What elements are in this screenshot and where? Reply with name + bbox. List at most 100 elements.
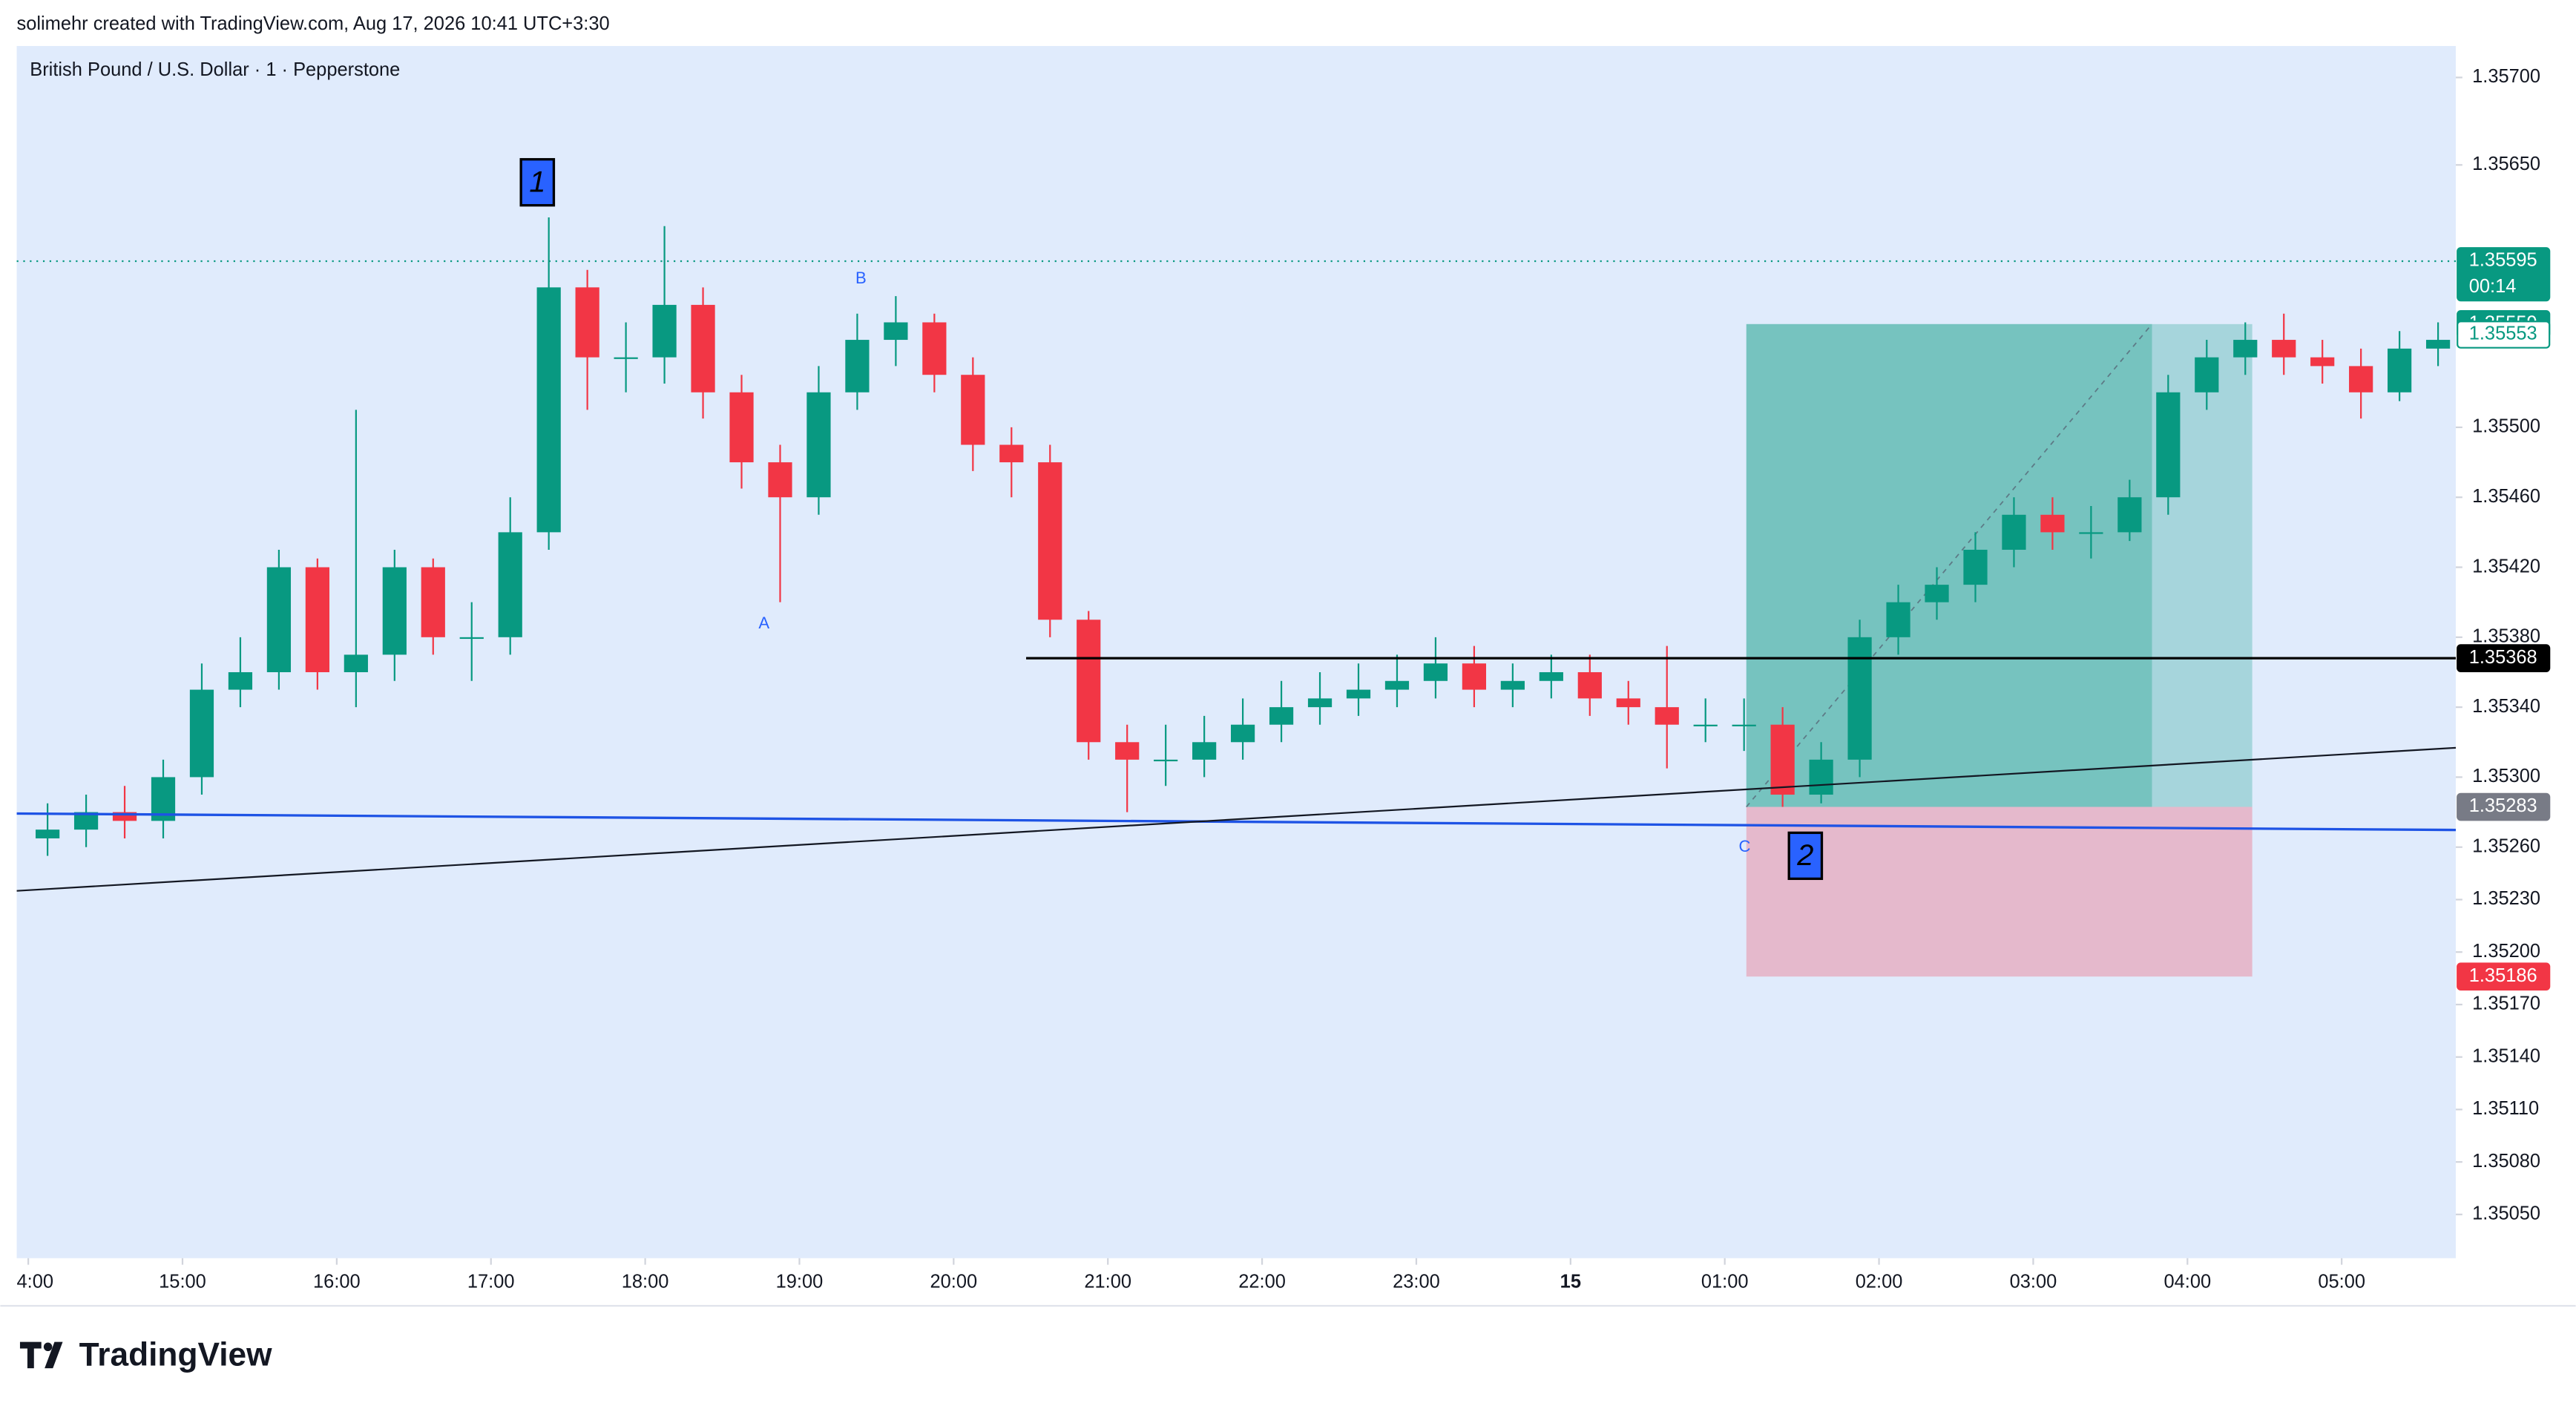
position-path bbox=[1746, 323, 2153, 808]
x-tick-label: 15:00 bbox=[159, 1272, 206, 1292]
candle-body bbox=[1770, 724, 1795, 795]
candle-body bbox=[1154, 759, 1178, 762]
candle-body bbox=[2156, 392, 2181, 498]
y-tick-label: 1.35420 bbox=[2472, 556, 2540, 576]
price-label: 1.35595 bbox=[2469, 250, 2537, 271]
wave-label: 1 bbox=[529, 165, 545, 198]
y-tick-label: 1.35460 bbox=[2472, 486, 2540, 507]
candle-body bbox=[112, 812, 137, 821]
candle-body bbox=[459, 637, 484, 640]
candle-body bbox=[498, 532, 522, 637]
wave-label: B bbox=[855, 269, 867, 287]
x-tick-label: 16:00 bbox=[313, 1272, 361, 1292]
candle-body bbox=[806, 392, 831, 498]
candle-body bbox=[2310, 357, 2335, 367]
price-label: 1.35553 bbox=[2469, 323, 2537, 344]
candle-body bbox=[421, 567, 445, 637]
candle-body bbox=[1925, 585, 1949, 602]
price-label: 1.35368 bbox=[2469, 647, 2537, 668]
x-tick-label: 02:00 bbox=[1856, 1272, 1903, 1292]
candle-body bbox=[691, 304, 715, 392]
x-tick-label: 18:00 bbox=[622, 1272, 669, 1292]
candle-body bbox=[266, 567, 292, 672]
plot-area bbox=[16, 217, 2457, 977]
candle-body bbox=[575, 287, 599, 358]
y-tick-label: 1.35230 bbox=[2472, 888, 2540, 909]
y-tick-label: 1.35050 bbox=[2472, 1203, 2540, 1224]
candle-body bbox=[35, 830, 60, 838]
y-tick-label: 1.35260 bbox=[2472, 835, 2540, 856]
candle-body bbox=[2425, 340, 2451, 349]
candle-body bbox=[1616, 698, 1640, 708]
candle-body bbox=[2388, 348, 2412, 392]
candle-body bbox=[382, 567, 407, 655]
candle-body bbox=[1732, 724, 1756, 726]
candle-body bbox=[1384, 680, 1410, 690]
price-label-box bbox=[2457, 962, 2551, 991]
wave-label: 2 bbox=[1796, 839, 1813, 872]
y-tick-label: 1.35380 bbox=[2472, 626, 2540, 647]
candle-body bbox=[1847, 637, 1872, 760]
y-tick-label: 1.35080 bbox=[2472, 1151, 2540, 1172]
candle-body bbox=[2002, 514, 2026, 550]
x-tick-label: 04:00 bbox=[2163, 1272, 2211, 1292]
candle-body bbox=[189, 689, 214, 778]
y-tick-label: 1.35700 bbox=[2472, 66, 2540, 87]
y-tick-label: 1.35200 bbox=[2472, 941, 2540, 962]
candle-body bbox=[228, 671, 253, 690]
wave-label: A bbox=[758, 614, 769, 632]
candle-body bbox=[1963, 549, 1988, 585]
y-tick-label: 1.35650 bbox=[2472, 154, 2540, 174]
y-tick-label: 1.35110 bbox=[2472, 1098, 2539, 1119]
x-tick-label: 05:00 bbox=[2318, 1272, 2365, 1292]
logo: TradingView bbox=[19, 1336, 272, 1373]
candle-body bbox=[2117, 497, 2142, 533]
candle-body bbox=[2195, 357, 2219, 392]
countdown: 00:14 bbox=[2469, 276, 2517, 297]
candle-body bbox=[1809, 759, 1833, 795]
price-label-box bbox=[2457, 321, 2551, 349]
candle-body bbox=[2040, 514, 2065, 533]
x-tick-label: 03:00 bbox=[2010, 1272, 2057, 1292]
candle-body bbox=[2233, 340, 2258, 358]
chart-title: British Pound / U.S. Dollar · 1 · Pepper… bbox=[30, 59, 400, 80]
price-label-box bbox=[2457, 792, 2551, 821]
candle-body bbox=[922, 322, 947, 375]
candle-body bbox=[2349, 366, 2373, 392]
candle-body bbox=[1077, 620, 1101, 743]
y-tick-label: 1.35300 bbox=[2472, 766, 2540, 786]
candle-body bbox=[1346, 689, 1371, 699]
candle-body bbox=[73, 812, 99, 830]
x-tick-label: 19:00 bbox=[776, 1272, 824, 1292]
x-tick-label: 01:00 bbox=[1701, 1272, 1749, 1292]
candle-body bbox=[1886, 602, 1910, 637]
credit: solimehr created with TradingView.com, A… bbox=[17, 13, 610, 34]
candle-body bbox=[729, 392, 754, 463]
candle-body bbox=[2079, 532, 2103, 534]
y-tick-label: 1.35500 bbox=[2472, 416, 2540, 437]
x-tick-label: 21:00 bbox=[1084, 1272, 1131, 1292]
candle-body bbox=[884, 322, 908, 341]
candle-body bbox=[1539, 671, 1563, 681]
candle-body bbox=[1192, 742, 1217, 760]
candle-body bbox=[961, 375, 985, 445]
candle-body bbox=[1269, 707, 1294, 725]
y-tick-label: 1.35340 bbox=[2472, 696, 2540, 717]
candle-body bbox=[1307, 698, 1333, 708]
candle-body bbox=[768, 462, 792, 498]
candle-body bbox=[1038, 462, 1062, 620]
candle-body bbox=[845, 340, 870, 392]
trend-line bbox=[16, 812, 2457, 832]
wave-box bbox=[519, 158, 556, 207]
x-tick-label: 17:00 bbox=[467, 1272, 515, 1292]
candle-body bbox=[1577, 671, 1602, 699]
x-tick-label: 15 bbox=[1560, 1272, 1581, 1292]
candle-body bbox=[1115, 742, 1140, 760]
candle-body bbox=[614, 357, 638, 359]
logo-icon bbox=[19, 1341, 63, 1369]
candle-body bbox=[1655, 707, 1679, 725]
stop-zone bbox=[1746, 807, 2253, 977]
price-label-box bbox=[2457, 644, 2551, 672]
